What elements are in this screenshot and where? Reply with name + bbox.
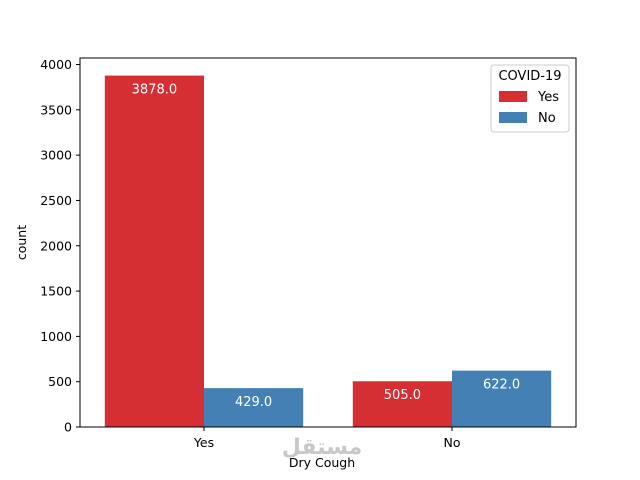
- bar-value-label: 505.0: [384, 388, 421, 403]
- legend-entry-yes: Yes: [537, 90, 559, 105]
- bar-yes-no: [352, 381, 452, 427]
- bar-labels-group: 3878.0 505.0 429.0 622.0: [132, 83, 521, 411]
- bar-value-label: 3878.0: [132, 83, 178, 98]
- bar-yes-yes: [104, 75, 204, 428]
- plot-frame: [79, 57, 577, 428]
- y-tick-label: 1000: [40, 329, 72, 344]
- legend-swatch-no: [499, 112, 527, 123]
- y-tick-label: 4000: [40, 57, 72, 72]
- y-tick-label: 500: [48, 374, 72, 389]
- bar-no-yes: [204, 388, 304, 427]
- y-tick-label: 3000: [40, 148, 72, 163]
- bars-group: [104, 75, 552, 428]
- legend-swatch-yes: [499, 91, 527, 102]
- watermark-logo-icon: مستقل: [282, 435, 362, 460]
- y-tick-label: 2500: [40, 193, 72, 208]
- y-tick-label: 1500: [40, 284, 72, 299]
- legend-entry-no: No: [538, 111, 556, 126]
- bar-no-no: [452, 370, 552, 427]
- x-axis-ticks: Yes No: [193, 427, 461, 450]
- y-axis-ticks: 0 500 1000 1500 2000 2500 3000 3500 4000: [40, 57, 80, 435]
- y-tick-label: 3500: [40, 102, 72, 117]
- y-axis-label: count: [14, 225, 29, 260]
- legend: COVID-19 Yes No: [490, 64, 570, 133]
- bar-value-label: 622.0: [483, 378, 520, 393]
- bar-value-label: 429.0: [235, 395, 272, 410]
- x-axis-label: Dry Cough: [289, 455, 355, 470]
- x-tick-label: No: [444, 435, 461, 450]
- y-tick-label: 2000: [40, 238, 72, 253]
- y-tick-label: 0: [64, 420, 72, 435]
- legend-title: COVID-19: [498, 69, 561, 84]
- legend-items: Yes No: [499, 90, 559, 126]
- x-tick-label: Yes: [193, 435, 214, 450]
